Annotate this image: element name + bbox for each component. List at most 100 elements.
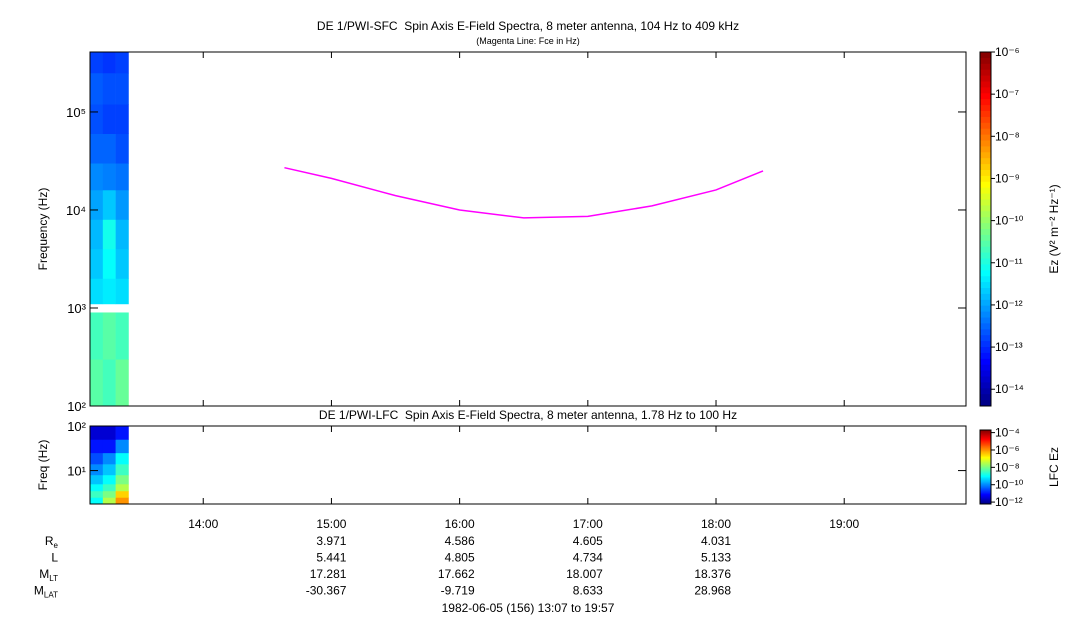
spectrogram-cell: [115, 189, 129, 220]
colorbar-frame: [979, 51, 992, 407]
colorbar-strip: [980, 193, 991, 200]
spectrogram-cell: [115, 426, 129, 440]
colorbar-strip: [980, 382, 991, 389]
spectrogram-cell: [90, 52, 104, 74]
x-tick-label: 18:00: [701, 517, 731, 531]
x-tick-label: 15:00: [316, 517, 346, 531]
colorbar-strip: [980, 364, 991, 372]
colorbar-strip: [980, 487, 991, 490]
colorbar-strip: [980, 158, 991, 165]
orbit-row-label: MLAT: [34, 584, 58, 600]
spectrogram-cell: [115, 452, 129, 465]
colorbar-strip: [980, 500, 991, 503]
spectrogram-cell: [102, 133, 116, 164]
colorbar-strip: [980, 496, 991, 499]
colorbar-strip: [980, 432, 991, 435]
spectrogram-cell: [115, 464, 129, 476]
colorbar-tick-label: 10⁻¹²: [995, 298, 1023, 312]
colorbar-strip: [980, 489, 991, 491]
colorbar-strip: [980, 454, 991, 457]
colorbar-strip: [980, 229, 991, 236]
colorbar-strip: [980, 497, 991, 500]
colorbar-strip: [980, 431, 991, 433]
y-tick-label: 10⁵: [66, 105, 86, 120]
colorbar-tick-label: 10⁻¹⁴: [995, 382, 1024, 396]
spectrogram-cell: [115, 278, 129, 305]
colorbar-strip: [980, 463, 991, 466]
colorbar-strip: [980, 376, 991, 383]
panel-title: DE 1/PWI-SFC Spin Axis E-Field Spectra, …: [317, 19, 739, 33]
colorbar-strip: [980, 140, 991, 147]
colorbar-strip: [980, 370, 991, 377]
orbit-value: 18.007: [566, 567, 603, 581]
colorbar-strip: [980, 205, 991, 212]
colorbar-strip: [980, 447, 991, 449]
colorbar-strip: [980, 449, 991, 452]
colorbar-strip: [980, 480, 991, 483]
colorbar-strip: [980, 217, 991, 224]
spectrogram-cell: [102, 278, 116, 305]
colorbar-strip: [980, 485, 991, 488]
plot-frame: [89, 425, 967, 505]
spectrogram-cell: [90, 312, 104, 360]
colorbar-strip: [980, 199, 991, 206]
spectrogram-cell: [102, 426, 116, 440]
spectrogram-cell: [102, 474, 116, 485]
spectrogram-cell: [90, 163, 104, 191]
orbit-value: 4.586: [445, 534, 475, 548]
spectrogram-cell: [90, 72, 104, 105]
colorbar-strip: [980, 175, 991, 183]
colorbar-strip: [980, 128, 991, 136]
colorbar-strip: [980, 352, 991, 360]
colorbar-strip: [980, 299, 991, 307]
colorbar-strip: [980, 443, 991, 446]
colorbar-strip: [980, 484, 991, 486]
colorbar-strip: [980, 187, 991, 195]
colorbar-tick-label: 10⁻¹¹: [995, 256, 1023, 270]
colorbar-strip: [980, 134, 991, 141]
colorbar-strip: [980, 329, 991, 336]
colorbar-strip: [980, 467, 991, 469]
spectrogram-cell: [90, 484, 104, 492]
colorbar-strip: [980, 122, 991, 130]
colorbar-strip: [980, 400, 991, 407]
colorbar-strip: [980, 57, 991, 65]
x-tick-label: 19:00: [829, 517, 859, 531]
colorbar-strip: [980, 258, 991, 265]
colorbar-strip: [980, 453, 991, 456]
spectrogram-cell: [115, 312, 129, 360]
colorbar-tick-label: 10⁻⁶: [995, 45, 1020, 59]
colorbar-tick-label: 10⁻¹⁰: [995, 478, 1024, 492]
orbit-value: 4.605: [573, 534, 603, 548]
spectrogram-cell: [115, 484, 129, 492]
spectrogram-cell: [90, 219, 104, 250]
orbit-value: 28.968: [694, 584, 731, 598]
colorbar-strip: [980, 464, 991, 467]
colorbar-strip: [980, 234, 991, 242]
colorbar-tick-label: 10⁻¹³: [995, 340, 1023, 354]
colorbar-strip: [980, 276, 991, 283]
orbit-value: -30.367: [306, 584, 347, 598]
orbit-value: 5.133: [701, 551, 731, 565]
spectrogram-cell: [115, 490, 129, 498]
colorbar-strip: [980, 264, 991, 271]
colorbar-tick-label: 10⁻¹²: [995, 495, 1023, 509]
colorbar-strip: [980, 63, 991, 71]
colorbar-strip: [980, 437, 991, 440]
spectrogram-cell: [102, 163, 116, 191]
colorbar-strip: [980, 388, 991, 395]
spectrogram-cell: [115, 497, 129, 505]
colorbar-strip: [980, 499, 991, 501]
spectrogram-cell: [90, 359, 104, 407]
colorbar-strip: [980, 491, 991, 494]
plot-frame: [89, 51, 967, 407]
colorbar-strip: [980, 494, 991, 496]
colorbar-strip: [980, 455, 991, 458]
colorbar-strip: [980, 293, 991, 301]
colorbar-strip: [980, 444, 991, 447]
colorbar-strip: [980, 116, 991, 124]
orbit-value: -9.719: [441, 584, 475, 598]
spectrogram-cell: [115, 72, 129, 105]
orbit-label-sub: LAT: [44, 591, 58, 600]
